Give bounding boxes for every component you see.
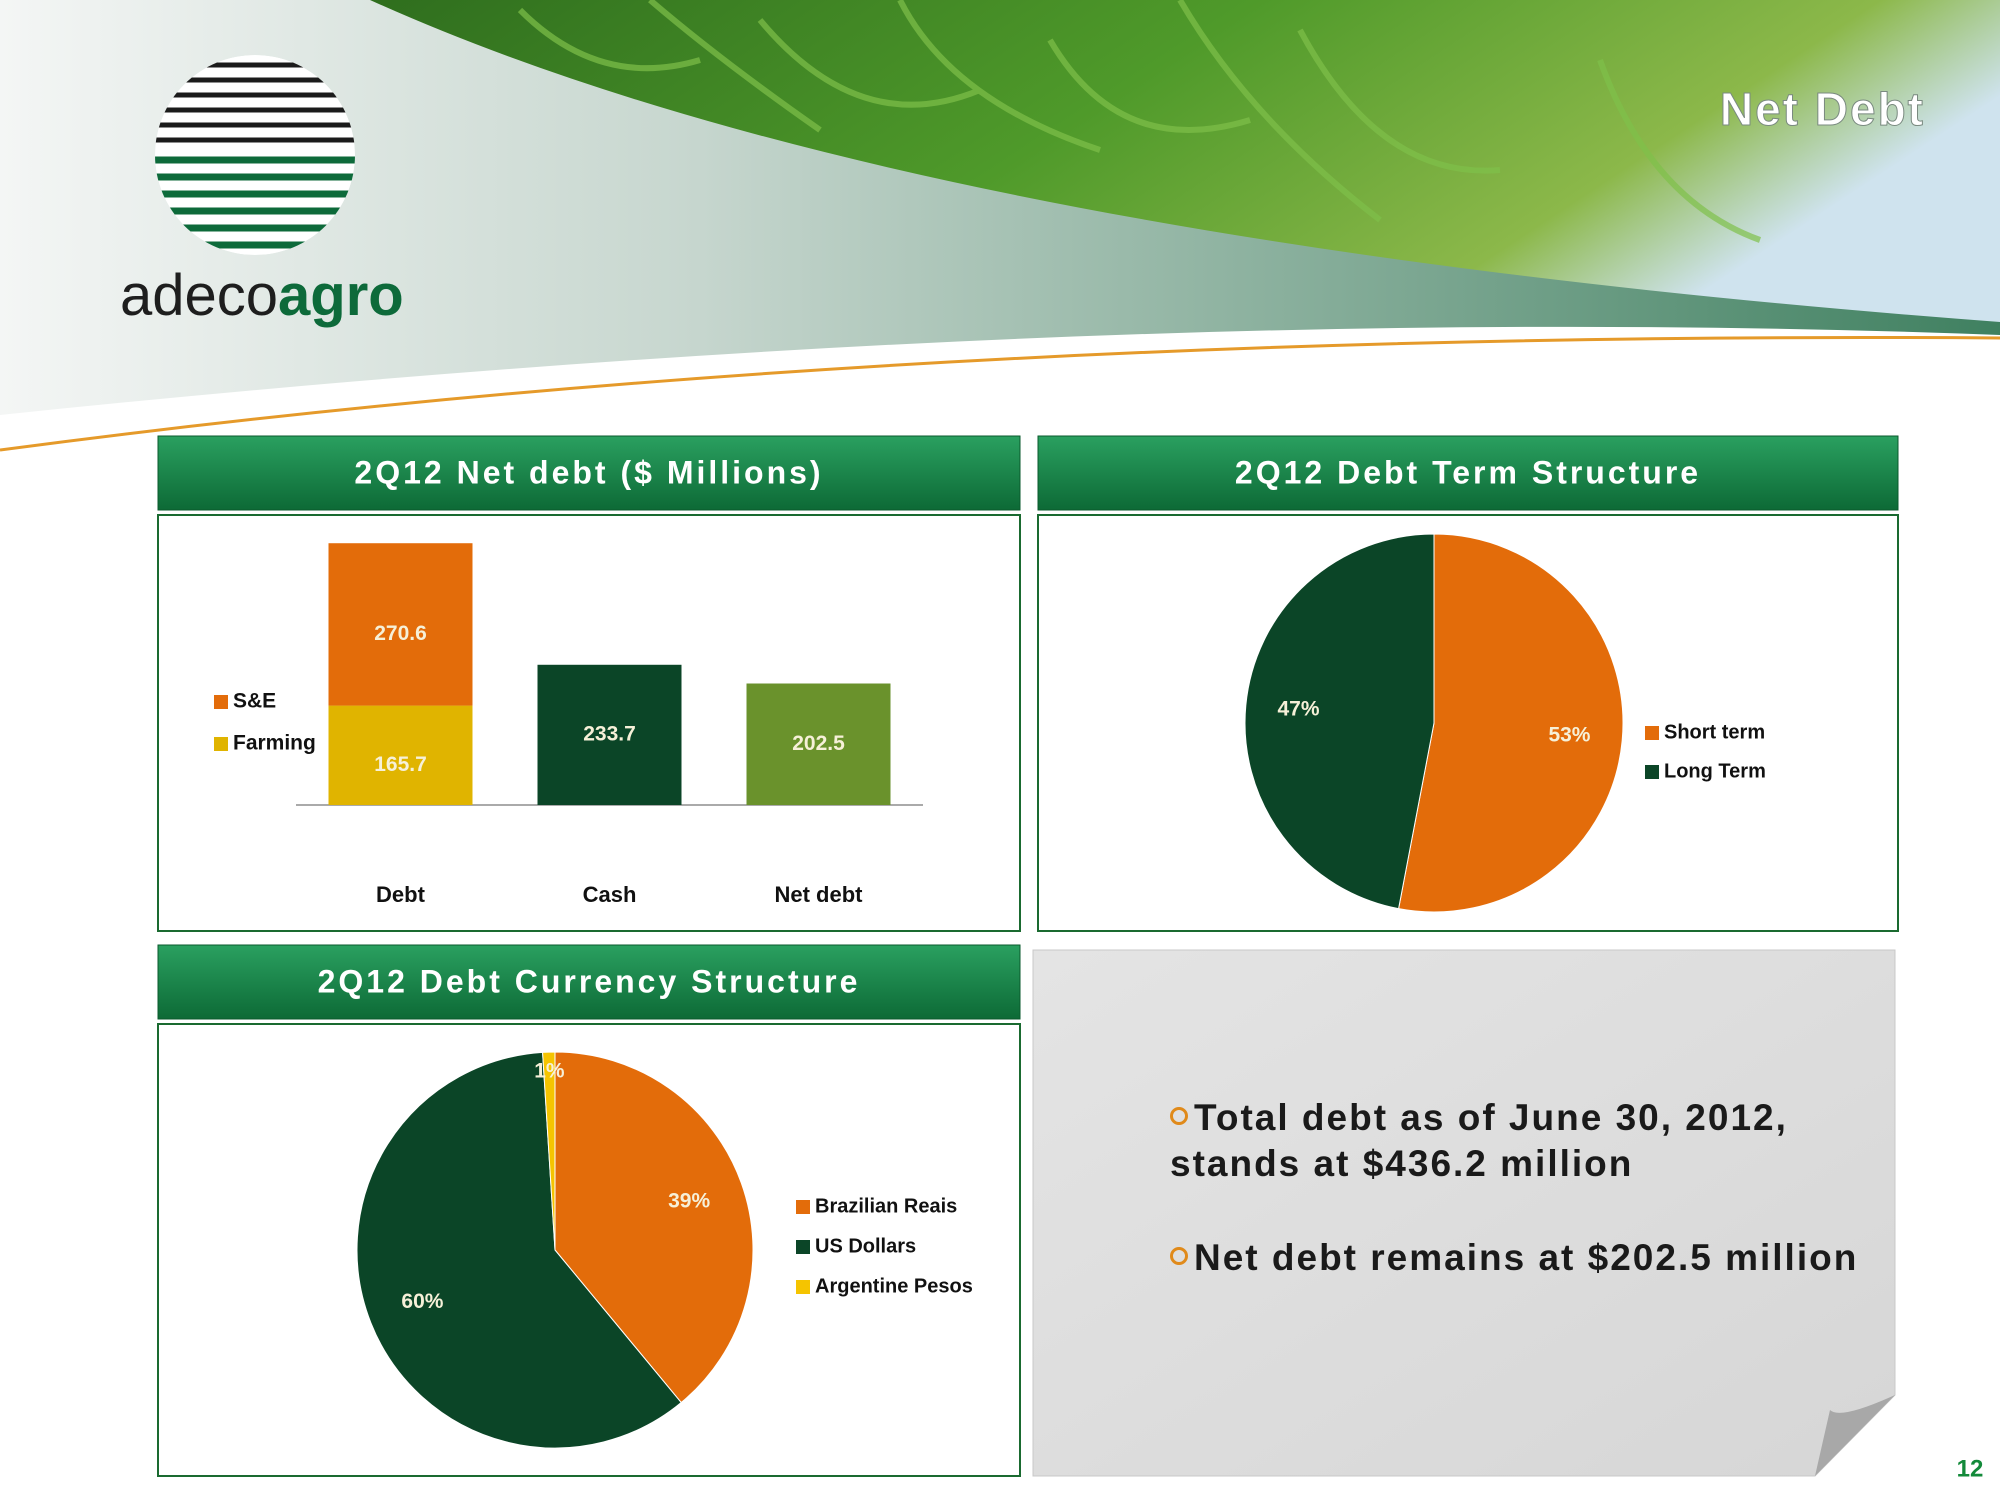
- bullet-text: Net debt remains at $202.5 million: [1194, 1237, 1859, 1278]
- slice-label: 60%: [401, 1290, 443, 1313]
- slide-title: Net Debt: [1720, 83, 1925, 135]
- bar-label: 202.5: [792, 732, 845, 755]
- panel-header: [1037, 435, 1899, 511]
- pie-slice: [542, 1051, 556, 1251]
- page-curl: [1815, 1395, 1895, 1476]
- legend-label: Short term: [1664, 721, 1765, 743]
- logo-part: adeco: [120, 263, 278, 328]
- bar: [328, 705, 473, 805]
- bullet-marker: [1170, 1107, 1188, 1126]
- legend-swatch: [214, 737, 228, 751]
- header-photo: [370, 0, 2000, 322]
- pie-slice: [356, 1051, 682, 1449]
- legend-swatch: [796, 1240, 810, 1254]
- notes: Total debt as of June 30, 2012, stands a…: [1170, 1095, 1870, 1329]
- pie-slice: [1397, 533, 1624, 913]
- page-number: 12: [1957, 1455, 1984, 1482]
- legend-swatch: [796, 1200, 810, 1214]
- bullet-marker: [1170, 1247, 1188, 1266]
- legend-label: Argentine Pesos: [815, 1275, 973, 1297]
- legend-label: S&E: [233, 690, 276, 713]
- legend-label: Farming: [233, 732, 316, 755]
- legend-label: US Dollars: [815, 1235, 916, 1257]
- legend-label: Brazilian Reais: [815, 1195, 957, 1217]
- panel-title: 2Q12 Debt Currency Structure: [318, 963, 861, 999]
- panel-title: 2Q12 Net debt ($ Millions): [354, 454, 823, 490]
- x-tick-label: Debt: [376, 882, 426, 907]
- logo-part: agro: [278, 263, 404, 328]
- panel-header: [157, 435, 1021, 511]
- panel-title: 2Q12 Debt Term Structure: [1235, 454, 1701, 490]
- legend-swatch: [1645, 726, 1659, 740]
- bar-label: 165.7: [374, 753, 427, 776]
- slice-label: 1%: [534, 1059, 565, 1082]
- legend-swatch: [796, 1280, 810, 1294]
- bar-label: 233.7: [583, 722, 636, 745]
- bullet-text: Total debt as of June 30, 2012, stands a…: [1170, 1097, 1788, 1184]
- slice-label: 53%: [1548, 723, 1590, 746]
- logo-text: adecoagro: [120, 263, 404, 328]
- bar: [537, 664, 682, 805]
- bullet: Total debt as of June 30, 2012, stands a…: [1170, 1095, 1870, 1187]
- pie-slice: [554, 1051, 754, 1404]
- panel-header: [157, 944, 1021, 1020]
- legend-swatch: [1645, 765, 1659, 779]
- bar-label: 270.6: [374, 622, 427, 645]
- x-tick-label: Net debt: [775, 882, 864, 907]
- bar: [328, 543, 473, 706]
- header-line: [0, 336, 2000, 452]
- legend-label: Long Term: [1664, 760, 1766, 782]
- bar: [746, 683, 891, 805]
- x-tick-label: Cash: [583, 882, 637, 907]
- pie-slice: [1244, 533, 1435, 910]
- slice-label: 39%: [668, 1189, 710, 1212]
- slice-label: 47%: [1278, 698, 1320, 721]
- legend-swatch: [214, 695, 228, 709]
- leaves: [517, 0, 1762, 243]
- bullet: Net debt remains at $202.5 million: [1170, 1235, 1870, 1281]
